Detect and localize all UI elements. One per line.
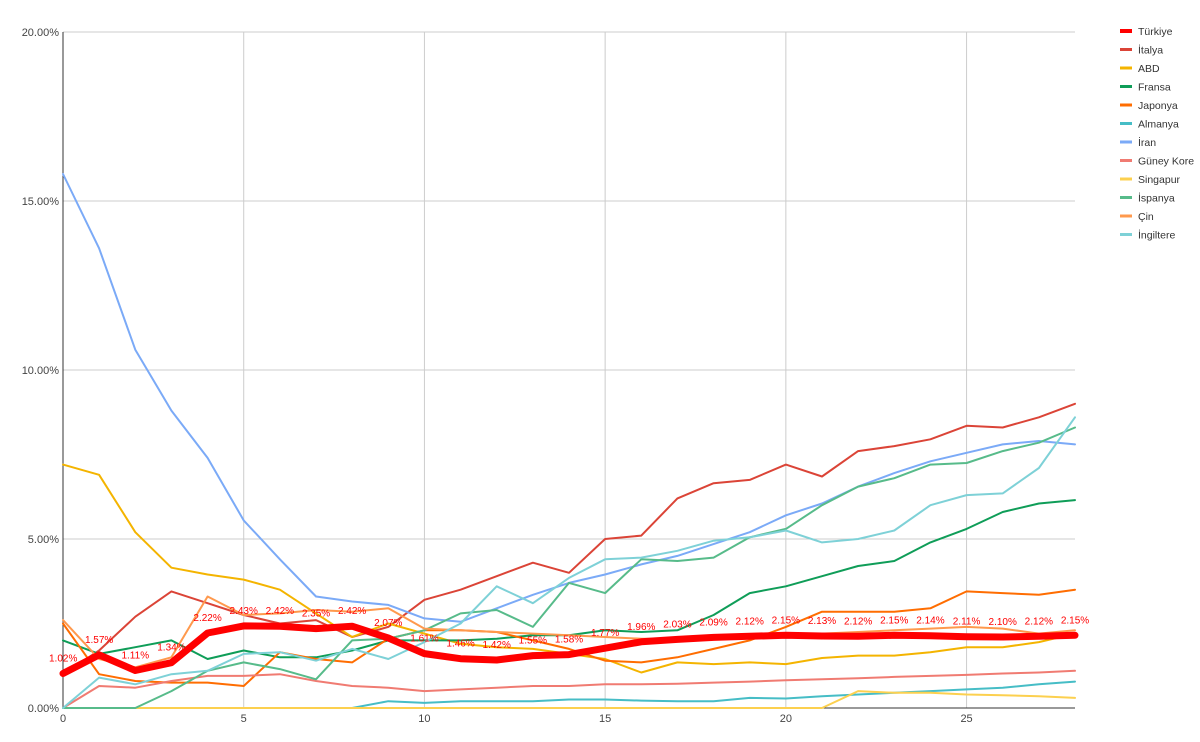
- data-label: 2.15%: [880, 615, 908, 626]
- legend-label: Singapur: [1138, 174, 1181, 186]
- data-label: 1.11%: [121, 650, 149, 661]
- data-label: 1.55%: [519, 636, 547, 647]
- legend-label: İngiltere: [1138, 229, 1176, 242]
- y-tick-label: 10.00%: [22, 365, 60, 377]
- legend-label: İtalya: [1138, 44, 1163, 57]
- y-tick-label: 5.00%: [28, 534, 59, 546]
- x-tick-label: 0: [60, 713, 66, 725]
- data-label: 2.42%: [338, 606, 366, 617]
- x-tick-label: 15: [599, 713, 611, 725]
- x-tick-label: 20: [780, 713, 792, 725]
- data-labels: 1.02% 1.57% 1.11% 1.34% 2.22% 2.43% 2.42% 2.35%…: [49, 606, 1089, 665]
- data-label: 2.22%: [193, 613, 221, 624]
- series-line-i-talya: [62, 402, 1076, 676]
- data-label: 2.12%: [736, 616, 764, 627]
- data-label: 2.09%: [699, 617, 727, 628]
- legend-label: Çin: [1138, 211, 1154, 223]
- series-line-çin: [62, 595, 1076, 669]
- x-tick-label: 25: [960, 713, 972, 725]
- data-label: 2.13%: [808, 616, 836, 627]
- series-lines: [59, 173, 1079, 709]
- series-line-i-ngiltere: [62, 416, 1076, 709]
- legend-label: Türkiye: [1138, 26, 1173, 38]
- data-label: 1.34%: [157, 643, 185, 654]
- data-label: 2.03%: [663, 619, 691, 630]
- series-line-türkiye: [59, 622, 1079, 677]
- legend: Türkiye İtalya ABD Fransa Japonya Almanya İran…: [1120, 26, 1194, 242]
- data-label: 2.43%: [230, 606, 258, 617]
- series-line-güney-kore: [62, 669, 1076, 709]
- data-label: 2.15%: [1061, 615, 1089, 626]
- x-tick-label: 10: [418, 713, 430, 725]
- y-tick-label: 15.00%: [22, 196, 60, 208]
- data-label: 2.15%: [772, 615, 800, 626]
- data-label: 2.14%: [916, 616, 944, 627]
- data-label: 1.58%: [555, 635, 583, 646]
- data-label: 2.12%: [1025, 616, 1053, 627]
- data-label: 2.35%: [302, 609, 330, 620]
- series-line-japonya: [62, 588, 1076, 687]
- y-tick-label: 0.00%: [28, 703, 59, 715]
- data-label: 1.61%: [410, 634, 438, 645]
- data-label: 1.02%: [49, 654, 77, 665]
- data-label: 1.57%: [85, 635, 113, 646]
- data-label: 1.77%: [591, 628, 619, 639]
- legend-label: Güney Kore: [1138, 156, 1194, 168]
- data-label: 2.10%: [989, 617, 1017, 628]
- series-line-singapur: [62, 690, 1076, 709]
- series-line-i-spanya: [62, 426, 1076, 709]
- legend-label: İspanya: [1138, 192, 1175, 205]
- legend-label: İran: [1138, 136, 1156, 149]
- data-label: 1.46%: [446, 639, 474, 650]
- data-label: 1.96%: [627, 622, 655, 633]
- legend-label: Fransa: [1138, 82, 1171, 94]
- data-label: 2.42%: [266, 606, 294, 617]
- data-label: 1.42%: [483, 640, 511, 651]
- data-label: 2.11%: [953, 617, 981, 628]
- grid: [63, 31, 1075, 708]
- legend-label: Japonya: [1138, 100, 1178, 112]
- data-label: 2.07%: [374, 618, 402, 629]
- x-tick-label: 5: [241, 713, 247, 725]
- data-label: 2.12%: [844, 616, 872, 627]
- series-line-i-ran: [62, 173, 1076, 623]
- legend-label: ABD: [1138, 63, 1160, 75]
- legend-label: Almanya: [1138, 119, 1179, 131]
- y-tick-label: 20.00%: [22, 27, 60, 39]
